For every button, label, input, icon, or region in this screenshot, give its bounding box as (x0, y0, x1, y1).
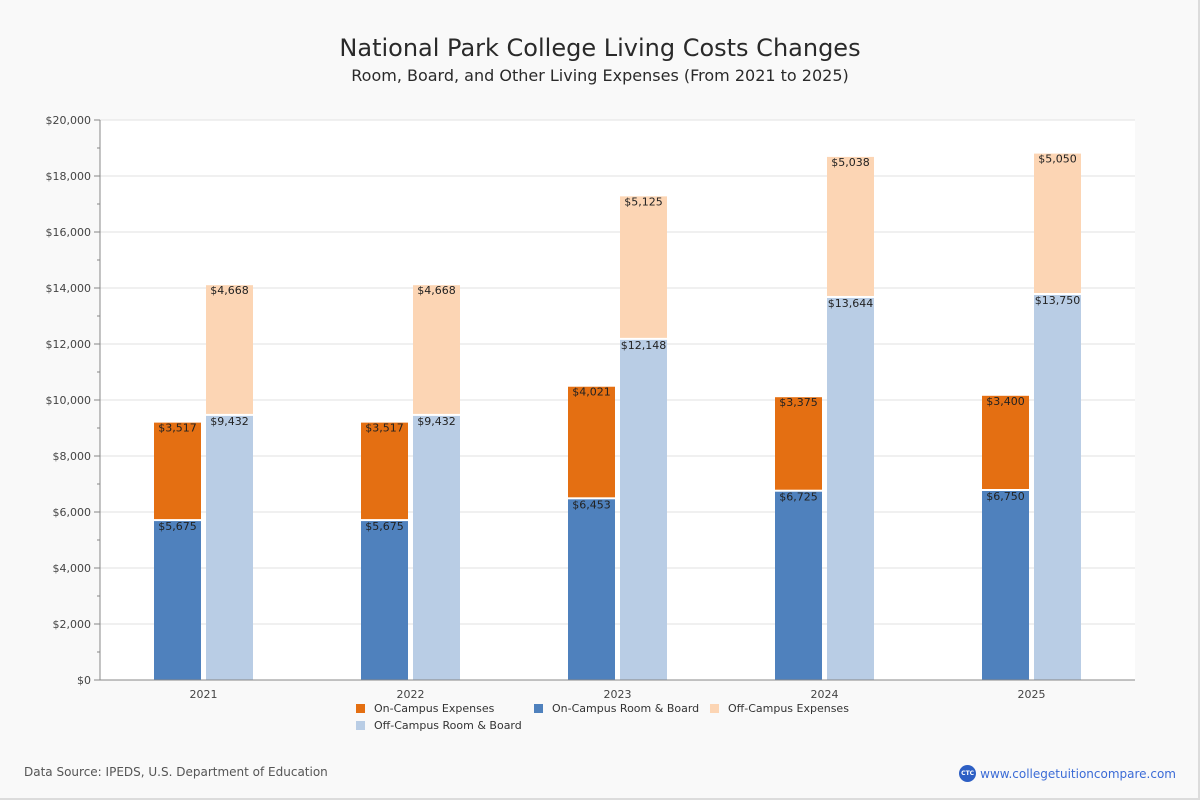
brand-url[interactable]: www.collegetuitioncompare.com (980, 766, 1176, 781)
legend-label: Off-Campus Expenses (728, 702, 849, 715)
bars (154, 153, 1081, 680)
bar-value-label: $6,453 (572, 498, 611, 511)
bar-value-label: $4,021 (572, 386, 611, 399)
y-tick-label: $18,000 (46, 170, 92, 183)
bar-segment-on-campus-expenses-2022[interactable] (361, 422, 408, 520)
x-tick-label: 2022 (397, 688, 425, 701)
ctc-logo-icon: CTC (959, 765, 977, 782)
legend-swatch (534, 704, 543, 713)
bar-segment-off-campus-room-board-2025[interactable] (1034, 295, 1081, 680)
bar-value-label: $3,400 (986, 395, 1025, 408)
bar-segment-off-campus-expenses-2024[interactable] (827, 156, 874, 296)
chart-title: National Park College Living Costs Chang… (339, 34, 861, 62)
bar-segment-on-campus-expenses-2024[interactable] (775, 397, 822, 490)
y-tick-label: $10,000 (46, 394, 92, 407)
bar-segment-off-campus-room-board-2024[interactable] (827, 297, 874, 680)
bar-segment-on-campus-expenses-2023[interactable] (568, 386, 615, 498)
x-tick-label: 2024 (811, 688, 839, 701)
y-tick-label: $2,000 (53, 618, 92, 631)
legend-label: Off-Campus Room & Board (374, 719, 522, 732)
bar-segment-off-campus-room-board-2021[interactable] (206, 415, 253, 680)
legend-label: On-Campus Expenses (374, 702, 495, 715)
y-tick-label: $8,000 (53, 450, 92, 463)
axes: $0 $2,000 $4,000 $6,000 $8,000 $10,000 $12,000… (46, 114, 1135, 701)
y-tick-label: $6,000 (53, 506, 92, 519)
legend-swatch (356, 721, 365, 730)
bar-segment-on-campus-room-board-2025[interactable] (982, 491, 1029, 680)
bar-value-label: $6,725 (779, 491, 818, 504)
bar-value-label: $6,750 (986, 490, 1025, 503)
y-tick-label: $14,000 (46, 282, 92, 295)
chart-subtitle: Room, Board, and Other Living Expenses (… (351, 66, 849, 85)
bar-segment-on-campus-room-board-2022[interactable] (361, 521, 408, 680)
legend-label: On-Campus Room & Board (552, 702, 700, 715)
gridlines (100, 119, 1135, 625)
bar-segment-off-campus-room-board-2023[interactable] (620, 339, 667, 680)
bar-value-label: $5,125 (624, 195, 663, 208)
bar-segment-off-campus-expenses-2022[interactable] (413, 285, 460, 414)
bar-value-label: $5,038 (831, 156, 870, 169)
y-tick-label: $16,000 (46, 226, 92, 239)
bar-labels: $5,675 $3,517 $9,432 $4,668 $5,675 $3,517 $9,4… (158, 153, 1080, 533)
bar-segment-off-campus-expenses-2021[interactable] (206, 285, 253, 414)
x-tick-label: 2025 (1018, 688, 1046, 701)
legend-item-on-campus-expenses[interactable]: On-Campus Expenses (356, 702, 494, 715)
legend-item-off-campus-room-board[interactable]: Off-Campus Room & Board (356, 719, 522, 732)
bar-segment-off-campus-expenses-2025[interactable] (1034, 153, 1081, 293)
bar-segment-on-campus-expenses-2021[interactable] (154, 422, 201, 520)
legend-swatch (356, 704, 365, 713)
bar-value-label: $13,644 (828, 297, 874, 310)
y-tick-label: $20,000 (46, 114, 92, 127)
bar-value-label: $12,148 (621, 339, 667, 352)
bar-value-label: $13,750 (1035, 294, 1081, 307)
bar-segment-on-campus-expenses-2025[interactable] (982, 395, 1029, 489)
legend-item-on-campus-room-board[interactable]: On-Campus Room & Board (534, 702, 699, 715)
legend-item-off-campus-expenses[interactable]: Off-Campus Expenses (710, 702, 849, 715)
bar-segment-off-campus-room-board-2022[interactable] (413, 415, 460, 680)
bar-value-label: $9,432 (210, 415, 249, 428)
bar-value-label: $5,675 (158, 520, 197, 533)
bar-segment-on-campus-room-board-2023[interactable] (568, 499, 615, 680)
brand-link[interactable]: CTC www.collegetuitioncompare.com (959, 765, 1176, 782)
bar-value-label: $4,668 (210, 284, 249, 297)
bar-value-label: $5,050 (1038, 153, 1077, 166)
data-source: Data Source: IPEDS, U.S. Department of E… (24, 765, 328, 779)
bar-value-label: $3,517 (365, 422, 404, 435)
bar-segment-off-campus-expenses-2023[interactable] (620, 196, 667, 338)
bar-value-label: $3,375 (779, 396, 818, 409)
bar-segment-on-campus-room-board-2021[interactable] (154, 521, 201, 680)
bar-value-label: $5,675 (365, 520, 404, 533)
bar-value-label: $9,432 (417, 415, 456, 428)
y-tick-label: $0 (77, 674, 91, 687)
x-tick-label: 2023 (604, 688, 632, 701)
bar-value-label: $4,668 (417, 284, 456, 297)
y-tick-label: $4,000 (53, 562, 92, 575)
x-tick-label: 2021 (190, 688, 218, 701)
y-tick-label: $12,000 (46, 338, 92, 351)
bar-segment-on-campus-room-board-2024[interactable] (775, 491, 822, 680)
legend-swatch (710, 704, 719, 713)
bar-value-label: $3,517 (158, 422, 197, 435)
